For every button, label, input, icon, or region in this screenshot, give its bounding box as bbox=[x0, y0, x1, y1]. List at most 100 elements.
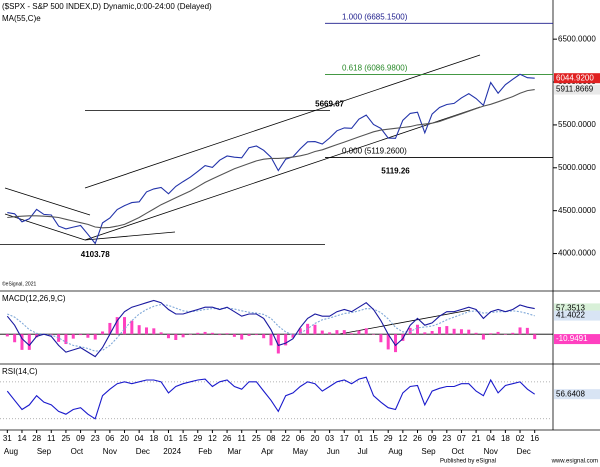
x-tick-label: 18 bbox=[501, 434, 510, 443]
annotation: 4103.78 bbox=[81, 250, 110, 259]
month-label: Nov bbox=[484, 447, 498, 456]
histogram-bar bbox=[372, 334, 376, 335]
x-tick-label: 31 bbox=[3, 434, 12, 443]
x-tick-label: 01 bbox=[164, 434, 173, 443]
price-tag-label: 5911.8669 bbox=[556, 85, 594, 94]
histogram-bar bbox=[174, 334, 178, 340]
histogram-bar bbox=[159, 332, 163, 335]
x-tick-label: 26 bbox=[223, 434, 232, 443]
histogram-bar bbox=[210, 332, 214, 335]
histogram-bar bbox=[503, 334, 507, 335]
histogram-bar bbox=[379, 334, 383, 343]
histogram-bar bbox=[489, 333, 493, 335]
price-tag bbox=[554, 84, 600, 95]
histogram-bar bbox=[298, 328, 302, 335]
x-tick-label: 08 bbox=[267, 434, 276, 443]
x-tick-label: 15 bbox=[179, 434, 188, 443]
month-label: Jun bbox=[327, 447, 340, 456]
histogram-bar bbox=[350, 333, 354, 335]
histogram-bar bbox=[474, 332, 478, 335]
x-tick-label: 14 bbox=[18, 434, 27, 443]
annotation: 5119.26 bbox=[381, 167, 410, 176]
series-line bbox=[6, 376, 536, 420]
copyright: ©eSignal, 2021 bbox=[2, 280, 36, 287]
histogram-bar bbox=[196, 332, 200, 335]
histogram-bar bbox=[247, 334, 251, 336]
x-tick-label: 11 bbox=[47, 434, 56, 443]
histogram-bar bbox=[166, 334, 170, 339]
fib-label: 1.000 (6685.1500) bbox=[342, 12, 408, 21]
x-tick-label: 20 bbox=[120, 434, 129, 443]
histogram-bar bbox=[328, 332, 332, 335]
legend-entry: MA(55,C)e bbox=[2, 14, 41, 23]
x-tick-label: 20 bbox=[311, 434, 320, 443]
histogram-bar bbox=[445, 326, 449, 335]
x-tick-label: 16 bbox=[530, 434, 539, 443]
histogram-bar bbox=[291, 334, 295, 338]
x-tick-label: 29 bbox=[193, 434, 202, 443]
histogram-bar bbox=[71, 334, 75, 339]
histogram-bar bbox=[181, 334, 185, 338]
histogram-bar bbox=[511, 332, 515, 335]
price-tag bbox=[554, 310, 600, 321]
x-tick-label: 12 bbox=[208, 434, 217, 443]
histogram-bar bbox=[27, 334, 31, 350]
price-tag-label: 41.4022 bbox=[556, 311, 585, 320]
x-tick-label: 12 bbox=[398, 434, 407, 443]
histogram-bar bbox=[459, 329, 463, 335]
price-tag-label: -10.9491 bbox=[556, 334, 588, 343]
month-label: Oct bbox=[452, 447, 465, 456]
histogram-bar bbox=[313, 324, 317, 335]
month-label: Sep bbox=[421, 447, 436, 456]
x-tick-label: 07 bbox=[457, 434, 466, 443]
annotation: 5669.67 bbox=[315, 99, 344, 108]
histogram-bar bbox=[467, 329, 471, 335]
histogram-bar bbox=[123, 317, 127, 335]
series-line bbox=[7, 73, 535, 245]
y-tick-label: 4500.0000 bbox=[558, 206, 596, 215]
histogram-bar bbox=[452, 328, 456, 335]
x-tick-label: 25 bbox=[61, 434, 70, 443]
histogram-bar bbox=[269, 334, 273, 346]
histogram-bar bbox=[284, 334, 288, 346]
histogram-bar bbox=[320, 330, 324, 335]
series-line bbox=[7, 89, 535, 229]
histogram-bar bbox=[254, 334, 258, 336]
price-tag-label: 57.3513 bbox=[556, 304, 585, 313]
histogram-bar bbox=[423, 332, 427, 335]
price-tag-label: 6044.9200 bbox=[556, 73, 594, 82]
histogram-bar bbox=[152, 328, 156, 335]
histogram-bar bbox=[225, 333, 229, 335]
x-tick-label: 04 bbox=[486, 434, 495, 443]
x-tick-label: 23 bbox=[442, 434, 451, 443]
histogram-bar bbox=[144, 327, 148, 335]
histogram-bar bbox=[13, 334, 17, 343]
histogram-bar bbox=[130, 320, 134, 335]
series-line bbox=[6, 299, 535, 358]
histogram-bar bbox=[357, 330, 361, 335]
x-tick-label: 03 bbox=[325, 434, 334, 443]
month-label: May bbox=[293, 447, 308, 456]
trend-lines bbox=[4, 54, 481, 335]
histogram-bar bbox=[533, 334, 537, 340]
histogram-bar bbox=[203, 331, 207, 335]
month-label: Apr bbox=[261, 447, 274, 456]
y-tick-label: 5000.0000 bbox=[558, 163, 596, 172]
histogram-bar bbox=[342, 330, 346, 335]
chart-title: ($SPX - S&P 500 INDEX,D) Dynamic,0:00-24… bbox=[2, 2, 212, 11]
x-tick-label: 06 bbox=[296, 434, 305, 443]
price-tag-label: 56.6408 bbox=[556, 389, 585, 398]
histogram-bar bbox=[430, 331, 434, 335]
y-tick-label: 6500.0000 bbox=[558, 34, 596, 43]
histogram-bar bbox=[108, 322, 112, 335]
x-tick-label: 04 bbox=[135, 434, 144, 443]
histogram-bar bbox=[86, 334, 90, 338]
x-tick-label: 06 bbox=[105, 434, 114, 443]
y-tick-label: 4000.0000 bbox=[558, 249, 596, 258]
histogram-bar bbox=[188, 334, 192, 335]
price-tag bbox=[554, 334, 600, 345]
histogram-bar bbox=[481, 334, 485, 340]
month-label: Sep bbox=[37, 447, 52, 456]
